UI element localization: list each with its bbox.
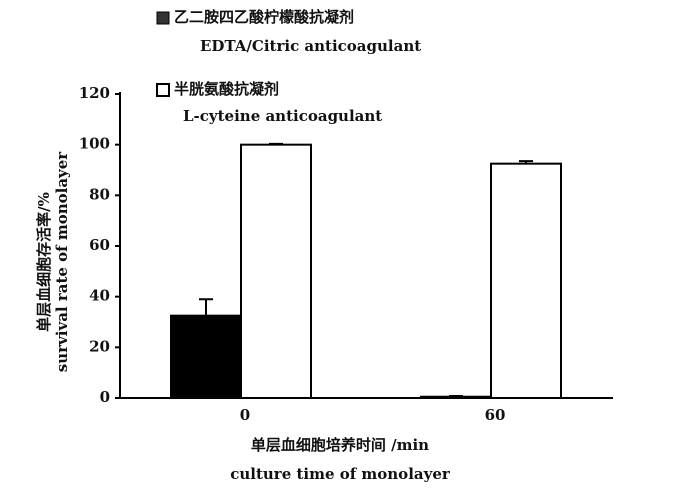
bar (490, 162, 562, 399)
legend-swatch (156, 83, 170, 97)
legend-label: 半胱氨酸抗凝剂 (174, 80, 279, 98)
x-axis-label: 单层血细胞培养时间 /min (251, 436, 429, 454)
y-tick-label: 100 (79, 135, 110, 153)
y-axis-label-en: survival rate of monolayer (53, 151, 71, 372)
legend-label-en: L-cyteine anticoagulant (183, 107, 382, 125)
legend-swatch (156, 11, 170, 25)
error-bar (519, 160, 533, 164)
y-tick-label: 80 (89, 185, 110, 203)
error-bar (449, 394, 463, 397)
x-tick-label: 60 (485, 406, 506, 424)
y-tick-label: 0 (100, 388, 110, 406)
x-axis-label-en: culture time of monolayer (230, 465, 451, 483)
legend-label: 乙二胺四乙酸柠檬酸抗凝剂 (174, 8, 354, 26)
bar (170, 314, 242, 399)
error-bar (199, 298, 213, 316)
bar (240, 143, 312, 399)
error-bar (269, 142, 283, 145)
y-tick-label: 120 (79, 84, 110, 102)
legend-label-en: EDTA/Citric anticoagulant (200, 37, 421, 55)
y-axis-label: 单层血细胞存活率/% (35, 192, 53, 332)
y-tick-label: 60 (89, 236, 110, 254)
y-tick-label: 20 (89, 337, 110, 355)
y-tick-label: 40 (89, 287, 110, 305)
x-tick-label: 0 (240, 406, 250, 424)
